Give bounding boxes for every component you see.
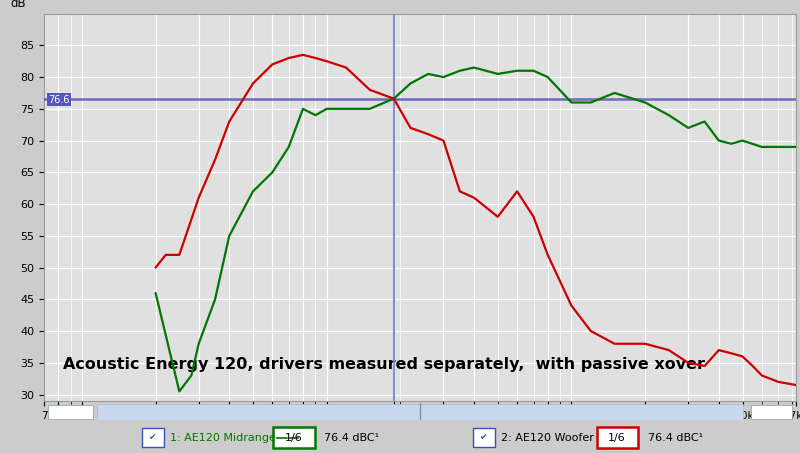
Bar	[473, 429, 495, 447]
Bar	[274, 427, 314, 448]
Text: 1/6: 1/6	[285, 433, 302, 443]
Bar	[48, 405, 93, 419]
Bar	[142, 429, 164, 447]
Text: 76.4 dBC¹: 76.4 dBC¹	[648, 433, 703, 443]
Text: 2: AE120 Woofer: 2: AE120 Woofer	[502, 433, 594, 443]
Bar	[97, 404, 743, 419]
Text: Acoustic Energy 120, drivers measured separately,  with passive xover: Acoustic Energy 120, drivers measured se…	[62, 357, 705, 372]
Text: ✔: ✔	[480, 433, 488, 442]
Text: 1: AE120 Midrange: 1: AE120 Midrange	[170, 433, 276, 443]
Bar	[751, 405, 792, 419]
Text: 76.4 dBC¹: 76.4 dBC¹	[325, 433, 380, 443]
Bar	[597, 427, 638, 448]
Text: ✔: ✔	[150, 433, 157, 442]
Text: dB: dB	[10, 0, 26, 10]
Text: 1/6: 1/6	[608, 433, 626, 443]
Text: 76.6: 76.6	[49, 95, 70, 105]
